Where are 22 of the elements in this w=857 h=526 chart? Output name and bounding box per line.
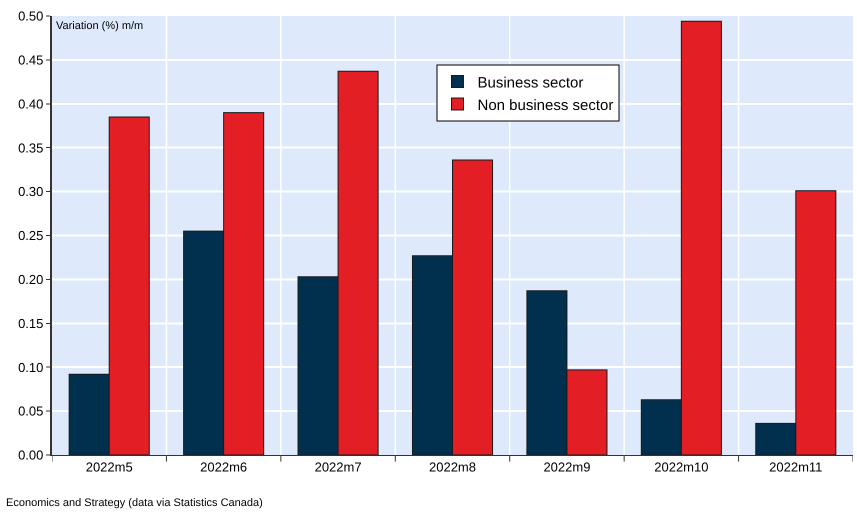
- legend-label: Business sector: [477, 74, 584, 92]
- legend-label: Non business sector: [477, 96, 614, 114]
- x-tick-label: 2022m7: [314, 460, 362, 475]
- y-tick-label: 0.30: [18, 184, 44, 200]
- y-axis-title: Variation (%) m/m: [56, 20, 144, 32]
- y-tick-label: 0.40: [18, 96, 44, 112]
- x-tick-label: 2022m11: [769, 460, 822, 475]
- y-tick-label: 0.25: [18, 228, 44, 244]
- y-tick-label: 0.10: [18, 360, 44, 375]
- y-tick-label: 0.45: [18, 52, 44, 68]
- y-tick-label: 0.20: [18, 272, 44, 287]
- y-tick-label: 0.15: [18, 316, 44, 331]
- y-tick-label: 0.50: [18, 8, 44, 24]
- y-tick-label: 0.05: [18, 404, 44, 419]
- y-tick-label: 0.35: [18, 140, 44, 156]
- x-tick-label: 2022m9: [543, 460, 590, 475]
- text: Economics and Strategy (data via Statistics Canada): [6, 497, 263, 509]
- x-tick-label: 2022m6: [200, 460, 248, 475]
- x-tick-label: 2022m10: [654, 460, 708, 475]
- y-tick-label: 0.00: [18, 448, 44, 463]
- x-tick-label: 2022m5: [86, 460, 133, 475]
- x-tick-label: 2022m8: [429, 460, 476, 475]
